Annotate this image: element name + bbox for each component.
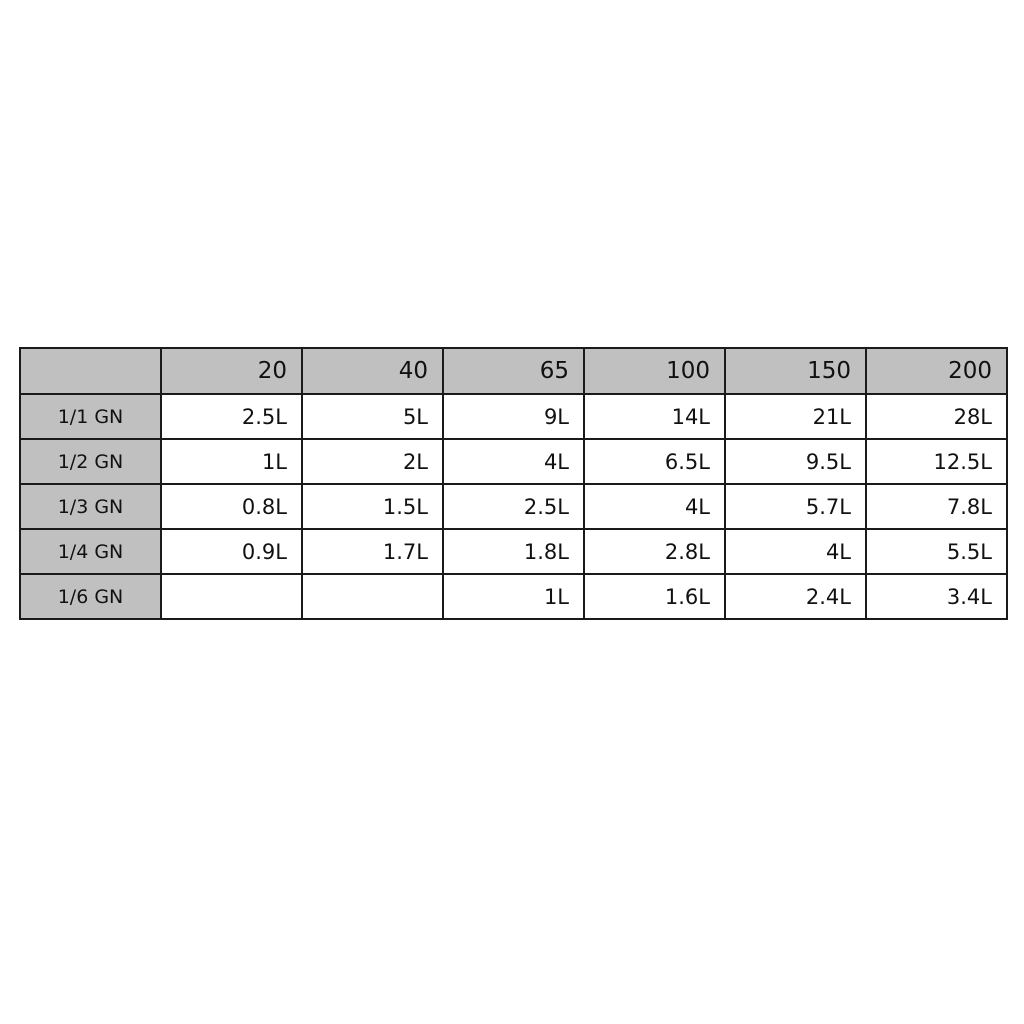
table-row: 1/1 GN 2.5L 5L 9L 14L 21L 28L xyxy=(19,393,1008,440)
column-header: 65 xyxy=(442,347,585,395)
table-cell: 2.5L xyxy=(442,483,585,530)
table-cell: 2.4L xyxy=(724,573,867,620)
table-cell: 28L xyxy=(865,393,1008,440)
row-header: 1/4 GN xyxy=(19,528,162,575)
table-cell: 1.7L xyxy=(301,528,444,575)
capacity-table: 20 40 65 100 150 200 1/1 GN 2.5L 5L 9L 14L 21… xyxy=(19,347,1008,620)
table-cell: 2.5L xyxy=(160,393,303,440)
table-cell: 9L xyxy=(442,393,585,440)
table-cell: 4L xyxy=(442,438,585,485)
table-cell: 1.5L xyxy=(301,483,444,530)
table-cell: 5L xyxy=(301,393,444,440)
table-cell: 5.7L xyxy=(724,483,867,530)
column-header: 40 xyxy=(301,347,444,395)
table-row: 1/4 GN 0.9L 1.7L 1.8L 2.8L 4L 5.5L xyxy=(19,528,1008,575)
table-cell: 21L xyxy=(724,393,867,440)
table-row: 1/3 GN 0.8L 1.5L 2.5L 4L 5.7L 7.8L xyxy=(19,483,1008,530)
table-cell: 0.9L xyxy=(160,528,303,575)
table-cell: 2.8L xyxy=(583,528,726,575)
table-cell: 4L xyxy=(583,483,726,530)
table-cell: 1.6L xyxy=(583,573,726,620)
table-cell: 1L xyxy=(442,573,585,620)
table-cell: 14L xyxy=(583,393,726,440)
table-cell: 4L xyxy=(724,528,867,575)
table-cell: 0.8L xyxy=(160,483,303,530)
corner-cell xyxy=(19,347,162,395)
table-cell: 1.8L xyxy=(442,528,585,575)
column-header: 200 xyxy=(865,347,1008,395)
column-header: 100 xyxy=(583,347,726,395)
row-header: 1/2 GN xyxy=(19,438,162,485)
row-header: 1/3 GN xyxy=(19,483,162,530)
column-header: 20 xyxy=(160,347,303,395)
row-header: 1/1 GN xyxy=(19,393,162,440)
table-cell: 12.5L xyxy=(865,438,1008,485)
table-cell xyxy=(160,573,303,620)
table-cell: 7.8L xyxy=(865,483,1008,530)
table-cell: 1L xyxy=(160,438,303,485)
table-cell: 6.5L xyxy=(583,438,726,485)
table-cell: 3.4L xyxy=(865,573,1008,620)
table-row: 1/2 GN 1L 2L 4L 6.5L 9.5L 12.5L xyxy=(19,438,1008,485)
table-row: 1/6 GN 1L 1.6L 2.4L 3.4L xyxy=(19,573,1008,620)
column-header: 150 xyxy=(724,347,867,395)
header-row: 20 40 65 100 150 200 xyxy=(19,347,1008,395)
row-header: 1/6 GN xyxy=(19,573,162,620)
table-cell: 2L xyxy=(301,438,444,485)
table-cell xyxy=(301,573,444,620)
table-cell: 5.5L xyxy=(865,528,1008,575)
table-cell: 9.5L xyxy=(724,438,867,485)
